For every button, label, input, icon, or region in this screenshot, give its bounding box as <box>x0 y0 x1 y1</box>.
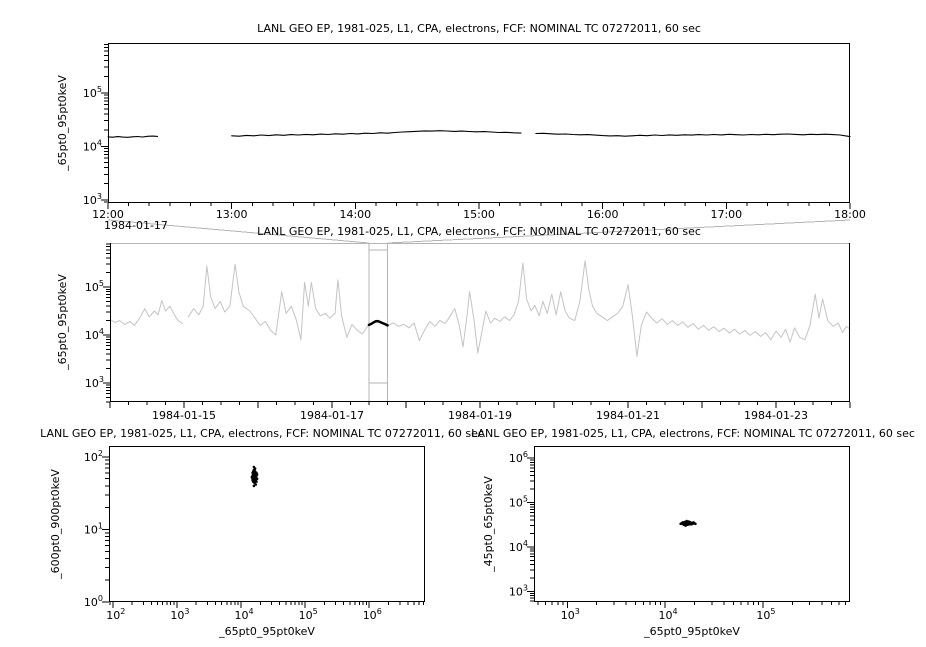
scatter-left-title: LANL GEO EP, 1981-025, L1, CPA, electron… <box>40 427 484 440</box>
detail-plot-title: LANL GEO EP, 1981-025, L1, CPA, electron… <box>257 22 701 35</box>
svg-text:104: 104 <box>234 607 253 622</box>
svg-text:1984-01-17: 1984-01-17 <box>300 409 364 422</box>
svg-text:102: 102 <box>106 607 125 622</box>
detail-series <box>107 130 851 138</box>
svg-text:1984-01-15: 1984-01-15 <box>152 409 216 422</box>
svg-text:104: 104 <box>85 327 104 342</box>
context-plot-area[interactable] <box>110 243 850 402</box>
context-y-axis[interactable]: 103 104 105 <box>85 243 110 403</box>
svg-text:105: 105 <box>509 494 528 509</box>
detail-y-axis-label: _65pt0_95pt0keV <box>56 75 69 171</box>
svg-text:1984-01-23: 1984-01-23 <box>744 409 808 422</box>
scatter-right-frame <box>534 446 850 602</box>
context-x-axis[interactable]: 1984-01-15 1984-01-17 1984-01-19 1984-01-21… <box>109 402 851 422</box>
scatter-left-points <box>250 465 259 488</box>
detail-x-axis-date-label: 1984-01-17 <box>104 219 168 232</box>
context-series <box>109 260 851 357</box>
detail-frame <box>108 43 850 203</box>
svg-text:103: 103 <box>170 607 189 622</box>
svg-text:14:00: 14:00 <box>339 208 371 221</box>
scatter-left-y-axis-label: _600pt0_900pt0keV <box>49 469 62 579</box>
svg-text:1984-01-21: 1984-01-21 <box>596 409 660 422</box>
context-y-axis-label: _65pt0_95pt0keV <box>56 274 69 370</box>
svg-text:16:00: 16:00 <box>587 208 619 221</box>
scatter-left-x-axis-label: _65pt0_95pt0keV <box>219 625 315 638</box>
context-zoom-box <box>107 219 851 402</box>
context-plot-title: LANL GEO EP, 1981-025, L1, CPA, electron… <box>257 225 701 238</box>
scatter-left-plot-area[interactable] <box>109 446 425 602</box>
svg-text:103: 103 <box>509 583 528 598</box>
context-highlight-series <box>367 319 389 327</box>
scatter-right-y-axis-label: _45pt0_65pt0keV <box>482 476 495 572</box>
svg-text:12:00: 12:00 <box>92 208 124 221</box>
svg-text:105: 105 <box>299 607 318 622</box>
svg-text:105: 105 <box>83 85 102 100</box>
svg-text:104: 104 <box>659 607 678 622</box>
svg-text:1984-01-19: 1984-01-19 <box>448 409 512 422</box>
svg-text:104: 104 <box>83 138 102 153</box>
scatter-right-title: LANL GEO EP, 1981-025, L1, CPA, electron… <box>471 427 915 440</box>
svg-text:102: 102 <box>84 449 103 464</box>
scatter-right-points <box>679 519 697 527</box>
svg-text:17:00: 17:00 <box>710 208 742 221</box>
scatter-right-x-axis-label: _65pt0_95pt0keV <box>644 625 740 638</box>
svg-text:18:00: 18:00 <box>834 208 866 221</box>
svg-text:103: 103 <box>561 607 580 622</box>
svg-text:105: 105 <box>85 279 104 294</box>
svg-text:106: 106 <box>363 607 382 622</box>
detail-x-axis[interactable]: 12:00 13:00 14:00 15:00 16:00 17:00 18:00 <box>92 203 866 221</box>
svg-text:100: 100 <box>84 594 103 609</box>
scatter-right-x-axis[interactable]: 103 104 105 <box>537 602 847 622</box>
scatter-left-x-axis[interactable]: 102 103 104 105 106 <box>106 602 424 622</box>
scatter-right-y-axis[interactable]: 103 104 105 106 <box>509 450 534 602</box>
detail-y-axis[interactable]: 103 104 105 <box>83 43 108 207</box>
svg-text:101: 101 <box>84 521 103 536</box>
svg-text:15:00: 15:00 <box>463 208 495 221</box>
scatter-right-plot-area[interactable] <box>534 446 850 602</box>
detail-plot-area[interactable] <box>108 43 850 203</box>
svg-text:105: 105 <box>756 607 775 622</box>
svg-text:103: 103 <box>85 375 104 390</box>
svg-text:103: 103 <box>83 192 102 207</box>
context-frame <box>110 243 850 402</box>
scatter-left-frame <box>109 446 425 602</box>
svg-text:104: 104 <box>509 539 528 554</box>
scatter-left-y-axis[interactable]: 100 101 102 <box>84 449 109 609</box>
svg-text:106: 106 <box>509 450 528 465</box>
svg-text:13:00: 13:00 <box>216 208 248 221</box>
